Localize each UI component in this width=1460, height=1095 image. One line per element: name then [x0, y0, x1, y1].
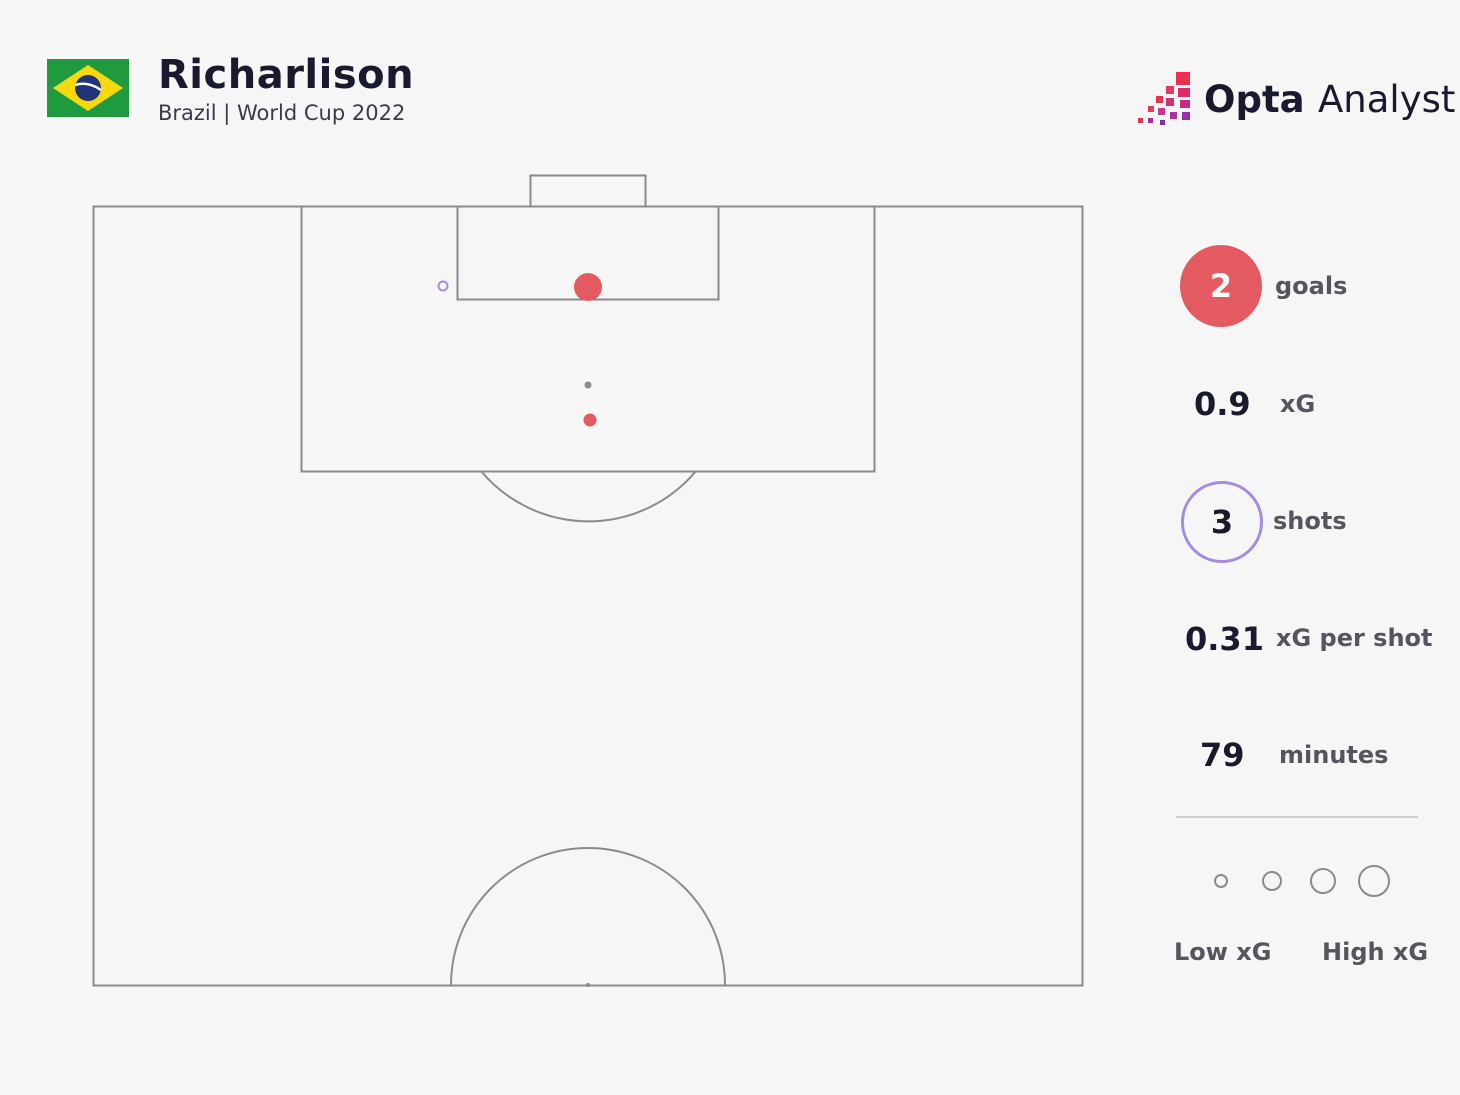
shots-badge: 3	[1181, 481, 1263, 563]
minutes-label: minutes	[1279, 741, 1389, 769]
header: Richarlison Brazil | World Cup 2022 Opta…	[0, 0, 1460, 150]
shot-marker-goal	[583, 413, 597, 427]
legend-high-label: High xG	[1322, 938, 1429, 966]
xg-value: 0.9	[1194, 385, 1251, 423]
brand-logo: Opta Analyst	[1136, 68, 1455, 130]
legend-size-1	[1214, 874, 1228, 888]
player-name: Richarlison	[158, 52, 415, 98]
legend-size-4	[1358, 865, 1390, 897]
shot-map-pitch	[92, 174, 1084, 987]
subtitle: Brazil | World Cup 2022	[158, 101, 406, 125]
penalty-spot	[584, 381, 592, 389]
brand-word-analyst: Analyst	[1318, 78, 1456, 121]
goal-frame	[529, 174, 647, 208]
goals-label: goals	[1275, 272, 1348, 300]
legend-size-3	[1310, 868, 1336, 894]
minutes-value: 79	[1200, 736, 1245, 774]
xg-label: xG	[1280, 390, 1316, 418]
center-circle	[450, 847, 726, 986]
opta-analyst-logo-icon	[1138, 72, 1190, 125]
penalty-area	[300, 205, 876, 473]
shots-label: shots	[1273, 507, 1347, 535]
shot-marker-goal	[574, 273, 602, 301]
legend-low-label: Low xG	[1174, 938, 1272, 966]
pitch-boundary	[92, 205, 1084, 987]
shots-layer	[437, 273, 602, 427]
penalty-arc	[480, 470, 697, 523]
shot-marker-no-goal	[437, 280, 449, 292]
divider	[1176, 816, 1418, 818]
xg-per-shot-value: 0.31	[1185, 620, 1264, 658]
center-spot	[586, 983, 590, 987]
xg-per-shot-label: xG per shot	[1276, 624, 1433, 652]
goals-badge: 2	[1180, 245, 1262, 327]
legend-size-2	[1262, 871, 1282, 891]
brand-word-opta: Opta	[1204, 78, 1305, 121]
stats-panel: 2 goals 0.9 xG 3 shots 0.31 xG per shot …	[1160, 230, 1450, 1010]
brazil-flag-icon	[47, 59, 129, 117]
